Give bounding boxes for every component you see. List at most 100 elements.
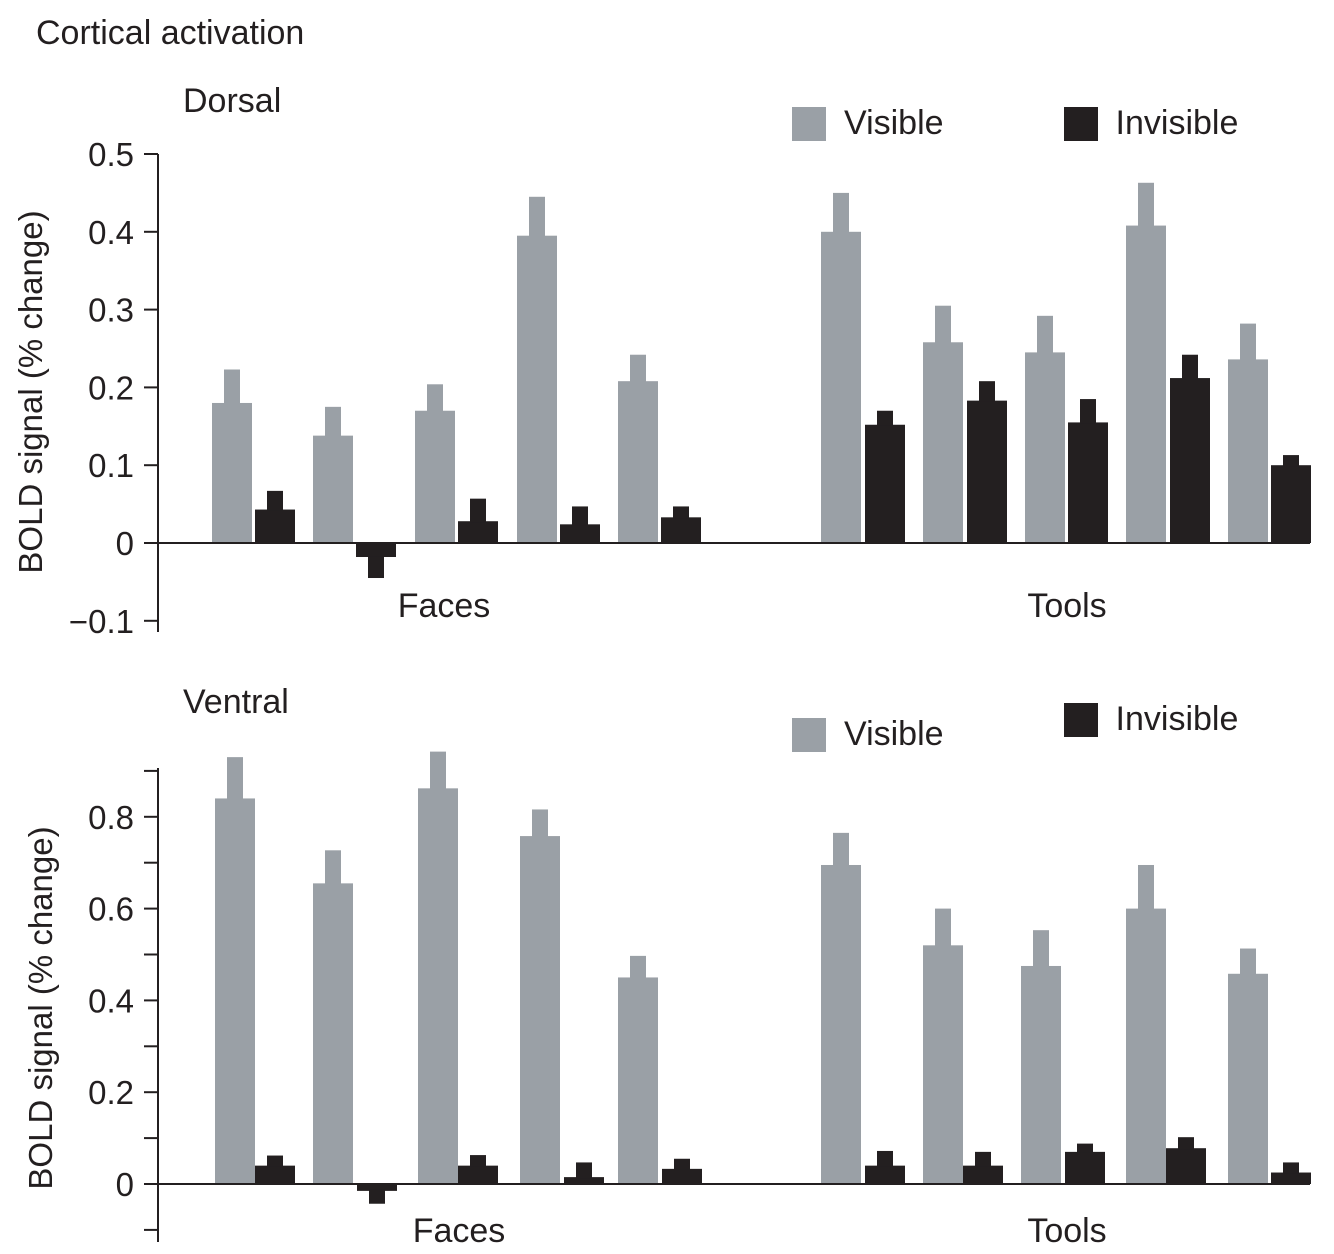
- visible-error-bar: [227, 757, 243, 800]
- visible-bar: [618, 977, 658, 1184]
- invisible-error-bar: [470, 1155, 486, 1167]
- visible-error-bar: [325, 850, 341, 885]
- invisible-error-bar: [975, 1151, 991, 1167]
- invisible-bar: [1166, 1148, 1206, 1184]
- invisible-error-bar: [877, 1150, 893, 1167]
- invisible-bar: [1068, 422, 1108, 543]
- y-tick-label: 0.8: [88, 799, 134, 836]
- visible-error-bar: [1138, 864, 1154, 910]
- legend-item-visible: Visible: [792, 104, 944, 143]
- visible-bar: [1228, 359, 1268, 543]
- visible-error-bar: [1240, 948, 1256, 975]
- visible-bar: [1126, 225, 1166, 544]
- visible-bar: [821, 864, 861, 1184]
- group-label-faces: Faces: [413, 1212, 506, 1250]
- visible-bar: [1126, 908, 1166, 1184]
- legend-item-invisible: Invisible: [1063, 700, 1239, 739]
- invisible-bar: [662, 1168, 702, 1184]
- visible-error-bar: [630, 354, 646, 383]
- legend-dorsal: Visible Invisible: [792, 104, 1238, 143]
- visible-error-bar: [1240, 323, 1256, 361]
- visible-bar: [520, 836, 560, 1184]
- y-tick-label: −0.1: [69, 603, 134, 640]
- legend-swatch-visible: [792, 106, 826, 141]
- invisible-bar: [865, 424, 905, 543]
- visible-bar: [1021, 965, 1061, 1184]
- invisible-bar: [357, 1184, 397, 1191]
- visible-bar: [313, 435, 353, 543]
- visible-bar: [517, 235, 557, 543]
- invisible-error-bar: [877, 410, 893, 426]
- invisible-error-bar: [470, 498, 486, 523]
- visible-bar: [1025, 352, 1065, 543]
- y-tick-label: 0: [116, 1166, 134, 1203]
- invisible-error-bar: [673, 506, 689, 519]
- invisible-bar: [255, 1165, 295, 1184]
- legend-ventral: Visible Invisible: [792, 700, 1238, 754]
- panel-label-ventral: Ventral: [183, 683, 289, 721]
- visible-bar: [821, 231, 861, 544]
- visible-bar: [215, 798, 255, 1184]
- invisible-bar: [1170, 378, 1210, 543]
- visible-error-bar: [935, 908, 951, 947]
- group-label-tools: Tools: [1027, 1212, 1106, 1250]
- legend-label-visible: Visible: [844, 104, 944, 142]
- y-tick-label: 0.1: [88, 447, 134, 484]
- invisible-error-bar: [368, 556, 384, 579]
- legend-swatch-invisible: [1063, 106, 1098, 141]
- visible-bar: [923, 945, 963, 1184]
- visible-error-bar: [1037, 315, 1053, 354]
- visible-error-bar: [224, 369, 240, 404]
- visible-error-bar: [630, 955, 646, 979]
- visible-bar: [313, 883, 353, 1184]
- visible-bar: [923, 342, 963, 543]
- visible-error-bar: [532, 809, 548, 838]
- visible-error-bar: [325, 406, 341, 437]
- invisible-bar: [356, 543, 396, 558]
- visible-error-bar: [1033, 930, 1049, 967]
- figure-title: Cortical activation: [36, 14, 305, 52]
- visible-error-bar: [427, 384, 443, 412]
- invisible-bar: [560, 524, 600, 543]
- invisible-error-bar: [1077, 1143, 1093, 1153]
- invisible-error-bar: [267, 490, 283, 511]
- invisible-error-bar: [576, 1162, 592, 1179]
- invisible-error-bar: [674, 1158, 690, 1170]
- invisible-bar: [1065, 1151, 1105, 1184]
- y-axis-label: BOLD signal (% change): [22, 826, 59, 1189]
- legend-label-invisible: Invisible: [1115, 700, 1239, 738]
- invisible-error-bar: [369, 1189, 385, 1204]
- y-tick-label: 0.6: [88, 891, 134, 928]
- legend-swatch-visible: [792, 717, 826, 752]
- invisible-error-bar: [1283, 1162, 1299, 1174]
- invisible-error-bar: [1178, 1137, 1194, 1150]
- y-tick-label: 0.4: [88, 982, 134, 1019]
- invisible-error-bar: [979, 381, 995, 402]
- visible-bar: [418, 788, 458, 1184]
- y-tick-label: 0: [116, 525, 134, 562]
- legend-label-visible: Visible: [844, 715, 944, 753]
- group-label-tools: Tools: [1027, 587, 1106, 625]
- invisible-error-bar: [572, 506, 588, 526]
- visible-error-bar: [430, 751, 446, 790]
- y-axis-label: BOLD signal (% change): [12, 210, 49, 573]
- visible-error-bar: [935, 305, 951, 344]
- legend-item-visible: Visible: [792, 715, 944, 754]
- visible-error-bar: [529, 196, 545, 237]
- visible-error-bar: [833, 192, 849, 233]
- visible-error-bar: [1138, 182, 1154, 227]
- invisible-bar: [458, 1165, 498, 1184]
- invisible-error-bar: [1283, 455, 1299, 467]
- visible-bar: [618, 381, 658, 543]
- panel-label-dorsal: Dorsal: [183, 82, 282, 120]
- legend-item-invisible: Invisible: [1063, 104, 1239, 143]
- invisible-bar: [963, 1165, 1003, 1184]
- legend-label-invisible: Invisible: [1115, 104, 1239, 142]
- y-tick-label: 0.2: [88, 1074, 134, 1111]
- invisible-bar: [564, 1177, 604, 1184]
- visible-error-bar: [833, 832, 849, 866]
- group-label-faces: Faces: [398, 587, 491, 625]
- visible-bar: [212, 402, 252, 543]
- legend-swatch-invisible: [1063, 702, 1098, 737]
